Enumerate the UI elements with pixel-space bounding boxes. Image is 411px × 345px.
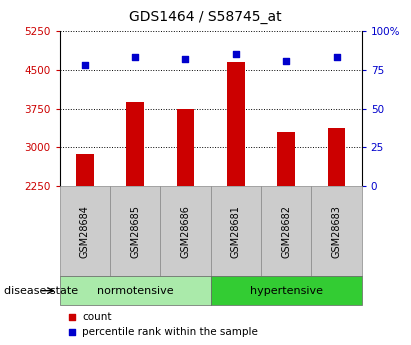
Text: GSM28682: GSM28682 <box>281 205 291 258</box>
Bar <box>126 102 144 186</box>
Bar <box>210 276 362 305</box>
Text: GSM28686: GSM28686 <box>180 205 190 258</box>
Text: percentile rank within the sample: percentile rank within the sample <box>82 327 258 337</box>
Bar <box>261 186 312 276</box>
Text: GSM28685: GSM28685 <box>130 205 140 258</box>
Bar <box>328 128 345 186</box>
Bar <box>110 186 160 276</box>
Bar <box>160 186 210 276</box>
Bar <box>210 186 261 276</box>
Text: hypertensive: hypertensive <box>249 286 323 296</box>
Text: GSM28683: GSM28683 <box>332 205 342 258</box>
Point <box>132 55 139 60</box>
Point <box>81 62 88 68</box>
Bar <box>177 109 194 186</box>
Text: disease state: disease state <box>4 286 78 296</box>
Bar <box>277 132 295 186</box>
Text: count: count <box>82 312 112 322</box>
Bar <box>60 276 210 305</box>
Point <box>233 51 239 57</box>
Point <box>69 314 75 319</box>
Point <box>182 56 189 62</box>
Point <box>69 329 75 335</box>
Point <box>333 55 340 60</box>
Text: GSM28681: GSM28681 <box>231 205 241 258</box>
Text: GSM28684: GSM28684 <box>80 205 90 258</box>
Bar <box>60 186 110 276</box>
Text: normotensive: normotensive <box>97 286 173 296</box>
Text: GDS1464 / S58745_at: GDS1464 / S58745_at <box>129 10 282 24</box>
Bar <box>312 186 362 276</box>
Bar <box>76 154 94 186</box>
Point <box>283 58 289 63</box>
Bar <box>227 62 245 186</box>
